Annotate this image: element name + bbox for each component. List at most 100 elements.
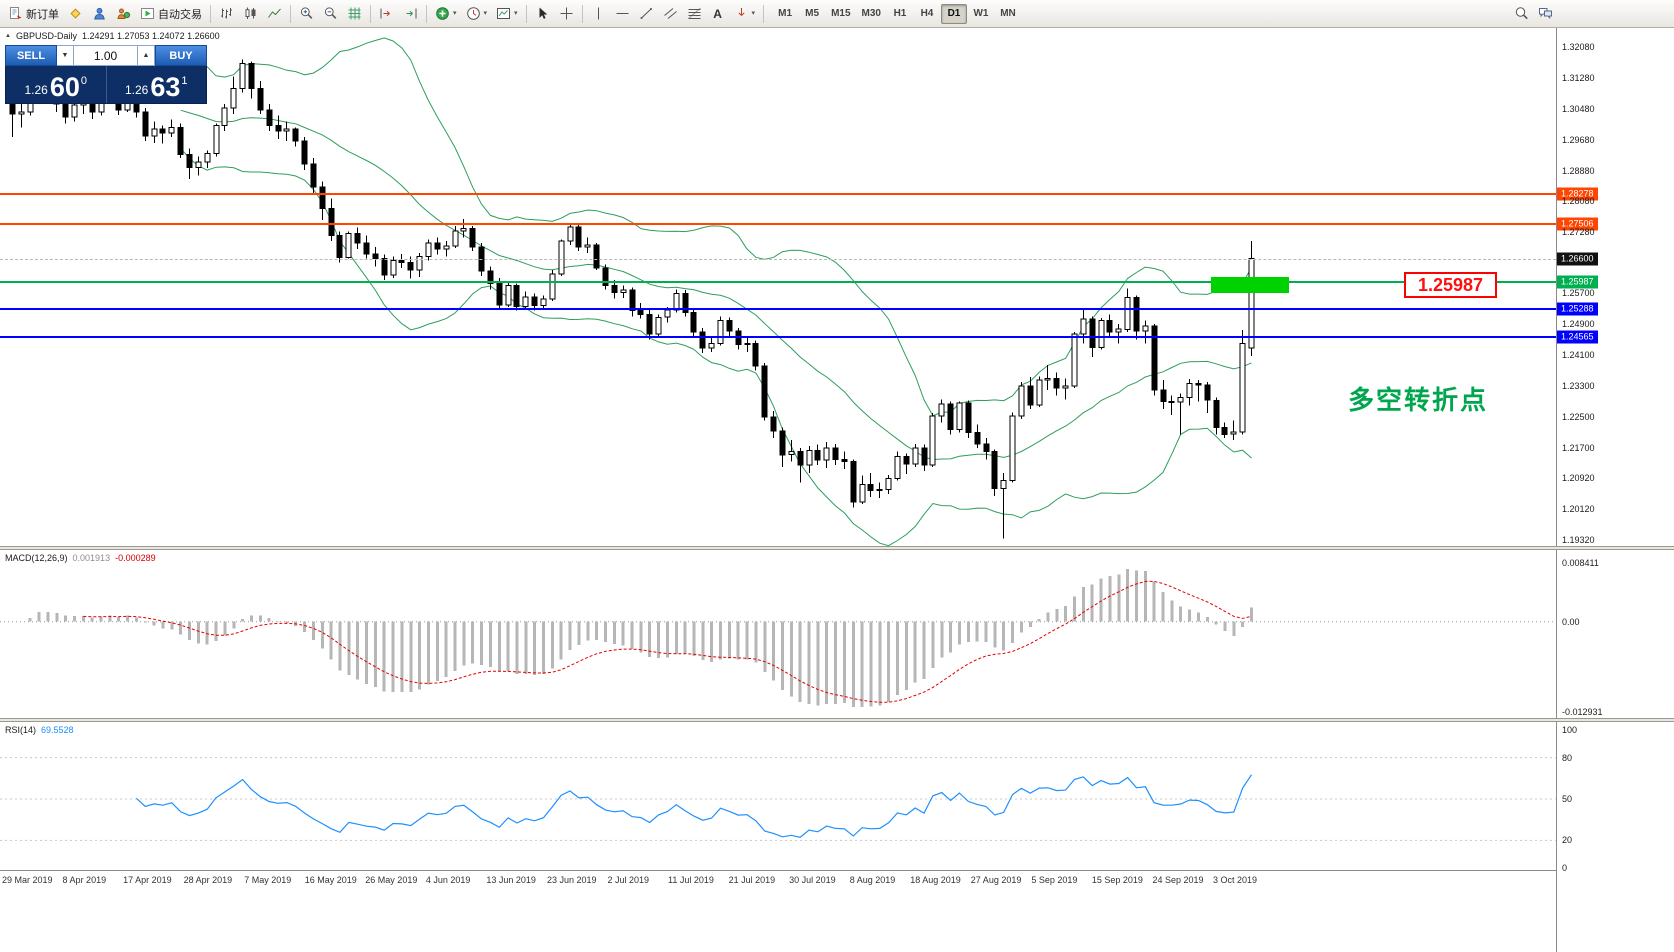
profile-icon [94, 7, 105, 20]
volume-decrease-button[interactable]: ▼ [57, 45, 74, 66]
price-axis-tick: 1.24100 [1562, 350, 1595, 361]
chevron-down-icon: ▾ [483, 10, 488, 17]
rsi-plot [0, 757, 1556, 841]
volume-increase-button[interactable]: ▲ [138, 45, 155, 66]
panel-separator[interactable] [0, 718, 1674, 722]
search-button[interactable] [1510, 3, 1533, 25]
price-tag: 1.28278 [1557, 187, 1598, 201]
panel-separator[interactable] [0, 546, 1674, 550]
rsi-axis-tick: 80 [1562, 752, 1573, 763]
rsi-axis-tick: 0 [1562, 863, 1568, 873]
new-order-button[interactable]: 新订单 [4, 3, 63, 25]
buy-price[interactable]: 1.26 63 1 [107, 66, 207, 103]
rsi-name: RSI(14) [5, 725, 37, 735]
buy-button[interactable]: BUY [155, 45, 207, 66]
price-axis-tick: 1.20920 [1562, 472, 1595, 483]
price-axis[interactable]: 1.28278 1.27506 1.25987 1.25288 1.24565 1.266… [1556, 28, 1674, 952]
fibonacci-button[interactable] [683, 3, 706, 25]
price-chart-panel[interactable]: ▲ GBPUSD-Daily 1.24291 1.27053 1.24072 1… [0, 28, 1556, 546]
toolbar-separator [525, 4, 527, 23]
rsi-axis-tick: 20 [1562, 835, 1573, 846]
zoom-in-button[interactable] [295, 3, 318, 25]
price-axis-tick: 1.25700 [1562, 288, 1595, 299]
toolbar-separator [290, 4, 291, 23]
price-axis-tick: 1.30480 [1562, 103, 1595, 114]
candlestick-chart[interactable] [0, 28, 1556, 546]
date-axis-tick: 23 Jun 2019 [546, 875, 597, 885]
new-order-label: 新订单 [26, 8, 59, 21]
price-axis-tick: 1.20120 [1562, 503, 1595, 514]
metaeditor-icon [70, 8, 81, 19]
chart-shift-button[interactable] [375, 3, 398, 25]
zoom-out-button[interactable] [319, 3, 342, 25]
horizontal-line-button[interactable] [611, 3, 634, 25]
macd-panel[interactable]: MACD(12,26,9) 0.001913 -0.000289 [0, 550, 1556, 718]
metaeditor-button[interactable] [64, 3, 87, 25]
trendline-button[interactable] [635, 3, 658, 25]
bars-chart-button[interactable] [215, 3, 238, 25]
date-axis-tick: 5 Sep 2019 [1031, 875, 1078, 885]
volume-input[interactable]: 1.00 [74, 45, 138, 66]
channel-button[interactable] [659, 3, 682, 25]
toolbar-right-space [1558, 13, 1670, 14]
text-tool-button[interactable]: A [707, 3, 729, 25]
price-axis-tick: 1.29680 [1562, 134, 1595, 145]
price-tag: 1.26600 [1557, 252, 1598, 266]
auto-scroll-button[interactable] [399, 3, 422, 25]
crosshair-button[interactable] [555, 3, 578, 25]
line-chart-button[interactable] [263, 3, 286, 25]
price-tag: 1.27506 [1557, 217, 1598, 231]
timeframe-h4[interactable]: H4 [920, 8, 934, 19]
price-axis-tick: 1.28080 [1562, 196, 1595, 207]
timeframe-m30[interactable]: M30 [861, 8, 881, 19]
price-level-line[interactable] [0, 281, 1556, 284]
indicators-button[interactable]: ▾ [431, 3, 461, 25]
timeframe-w1[interactable]: W1 [973, 8, 989, 19]
profiles-button[interactable] [88, 3, 111, 25]
price-level-line[interactable] [0, 308, 1556, 311]
chart-annotation[interactable]: 多空转折点 [1348, 385, 1489, 415]
periods-button[interactable]: ▾ [462, 3, 492, 25]
date-axis-tick: 29 Mar 2019 [2, 875, 53, 885]
timeframe-m15[interactable]: M15 [831, 8, 851, 19]
zoom-out-icon [324, 7, 337, 19]
sell-price[interactable]: 1.26 60 0 [6, 66, 107, 103]
price-callout[interactable]: 1.25987 [1404, 272, 1497, 299]
price-level-line[interactable] [0, 222, 1556, 225]
timeframe-h1[interactable]: H1 [893, 8, 907, 19]
macd-signal-value: -0.000289 [115, 553, 156, 563]
price-level-line[interactable] [0, 336, 1556, 339]
date-axis-tick: 30 Jul 2019 [789, 875, 836, 885]
price-axis-tick: 1.32080 [1562, 42, 1595, 52]
templates-button[interactable]: ▾ [492, 3, 522, 25]
time-axis[interactable]: 29 Mar 2019 8 Apr 2019 17 Apr 2019 28 Apr 2… [0, 870, 1556, 890]
timeframe-mn[interactable]: MN [1000, 8, 1016, 19]
vertical-line-button[interactable] [587, 3, 610, 25]
grid-button[interactable] [343, 3, 366, 25]
sell-button[interactable]: SELL [5, 45, 57, 66]
macd-axis-tick: -0.012931 [1562, 706, 1603, 717]
candlestick-chart-button[interactable] [239, 3, 262, 25]
timeframe-m1[interactable]: M1 [778, 8, 793, 19]
macd-plot [0, 569, 1556, 708]
rsi-panel[interactable]: RSI(14) 69.5528 [0, 722, 1556, 870]
price-level-line[interactable] [0, 192, 1556, 195]
timeframe-d1[interactable]: D1 [940, 3, 967, 24]
community-button[interactable] [112, 3, 135, 25]
order-price-row: 1.26 60 0 1.26 63 1 [5, 66, 207, 104]
cursor-button[interactable] [531, 3, 554, 25]
arrows-tool-button[interactable]: ▾ [730, 3, 760, 25]
autotrading-button[interactable]: 自动交易 [136, 3, 206, 25]
chat-button[interactable] [1534, 3, 1557, 25]
timeframe-m5[interactable]: M5 [805, 8, 820, 19]
highlight-rectangle[interactable] [1211, 277, 1289, 293]
community-icon [117, 8, 131, 19]
collapse-arrow-icon[interactable]: ▲ [5, 33, 11, 39]
macd-header: MACD(12,26,9) 0.001913 -0.000289 [5, 553, 156, 563]
date-axis-tick: 8 Aug 2019 [849, 875, 896, 885]
one-click-trading-panel: SELL ▼ 1.00 ▲ BUY 1.26 60 0 1.26 63 1 [5, 45, 207, 104]
buy-price-sup: 1 [181, 75, 188, 87]
date-axis-tick: 18 Aug 2019 [910, 875, 961, 885]
toolbar-separator [210, 4, 211, 23]
main-toolbar: 新订单 自动交易 [0, 0, 1674, 28]
